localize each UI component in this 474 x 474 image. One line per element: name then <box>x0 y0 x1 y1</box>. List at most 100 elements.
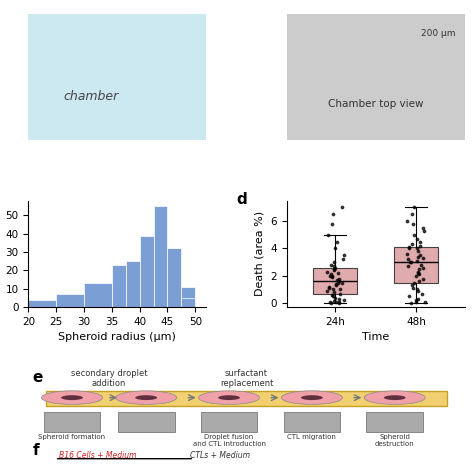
Point <box>330 263 337 270</box>
Point <box>330 288 337 296</box>
Point <box>407 258 415 266</box>
Text: d: d <box>237 192 247 207</box>
Point <box>417 261 425 269</box>
Point <box>328 272 336 280</box>
Point <box>328 273 336 281</box>
Point <box>419 290 426 297</box>
Point <box>414 295 422 303</box>
Point <box>334 269 341 277</box>
Point <box>331 245 339 252</box>
Point <box>323 287 330 295</box>
Text: f: f <box>33 443 39 458</box>
Text: surfactant
replacement: surfactant replacement <box>220 369 273 388</box>
Bar <box>126 261 140 307</box>
Text: chamber: chamber <box>63 90 118 102</box>
Point <box>419 224 427 232</box>
Text: e: e <box>33 370 43 384</box>
Point <box>325 283 333 291</box>
Bar <box>182 287 195 307</box>
Bar <box>28 300 56 307</box>
Circle shape <box>384 395 406 400</box>
Point <box>417 252 424 259</box>
FancyBboxPatch shape <box>283 412 340 431</box>
Point <box>335 299 343 307</box>
Point <box>416 271 423 278</box>
Circle shape <box>364 391 425 404</box>
Point <box>404 255 412 263</box>
Point <box>410 220 417 228</box>
Point <box>406 258 414 266</box>
Bar <box>56 294 84 307</box>
Point <box>412 299 419 306</box>
Point <box>330 266 337 274</box>
Bar <box>112 265 126 307</box>
Point <box>421 298 429 306</box>
Point <box>413 235 421 243</box>
Point <box>419 254 427 262</box>
Point <box>331 294 338 301</box>
Point <box>336 290 343 297</box>
Point <box>341 297 348 304</box>
X-axis label: Time: Time <box>362 332 389 343</box>
Text: 200 μm: 200 μm <box>421 29 456 38</box>
Point <box>329 210 337 218</box>
Point <box>410 204 418 211</box>
Point <box>332 282 339 289</box>
Point <box>332 298 340 306</box>
Point <box>405 243 413 251</box>
Circle shape <box>301 395 323 400</box>
Point <box>412 272 420 280</box>
Point <box>334 238 341 246</box>
Point <box>416 265 423 273</box>
Text: Spheroid
destruction: Spheroid destruction <box>375 434 415 447</box>
Point <box>407 299 415 307</box>
Point <box>326 299 334 306</box>
FancyBboxPatch shape <box>44 412 100 431</box>
PathPatch shape <box>394 247 438 283</box>
Point <box>409 240 416 248</box>
Point <box>327 271 335 278</box>
Circle shape <box>42 391 102 404</box>
Bar <box>84 283 112 307</box>
Point <box>414 287 422 295</box>
Point <box>336 277 343 285</box>
Point <box>325 284 333 292</box>
Point <box>416 238 423 246</box>
Circle shape <box>282 391 342 404</box>
Circle shape <box>135 395 157 400</box>
Text: secondary droplet
addition: secondary droplet addition <box>71 369 147 388</box>
Point <box>413 245 421 252</box>
Point <box>336 275 343 283</box>
Point <box>419 264 427 271</box>
Text: Spheroid formation: Spheroid formation <box>38 434 106 439</box>
Point <box>340 252 347 259</box>
Circle shape <box>61 395 83 400</box>
Point <box>324 231 331 238</box>
Point <box>330 258 337 266</box>
Point <box>413 286 420 293</box>
Point <box>328 291 336 299</box>
Point <box>406 245 413 252</box>
Point <box>339 255 346 263</box>
FancyBboxPatch shape <box>118 412 174 431</box>
Point <box>335 295 342 303</box>
Bar <box>154 206 167 307</box>
Point <box>410 231 418 238</box>
Bar <box>182 298 195 307</box>
PathPatch shape <box>313 267 357 293</box>
Circle shape <box>218 395 240 400</box>
Text: B16 Cells + Medium: B16 Cells + Medium <box>59 451 137 460</box>
Point <box>419 275 427 283</box>
Bar <box>140 236 154 307</box>
Bar <box>167 248 182 307</box>
Point <box>327 299 335 307</box>
Point <box>409 284 417 292</box>
Point <box>414 247 421 255</box>
Point <box>416 277 423 285</box>
Point <box>329 286 337 293</box>
Point <box>336 286 344 293</box>
Point <box>323 268 331 275</box>
Point <box>414 269 421 277</box>
Point <box>338 279 346 286</box>
Point <box>331 264 339 271</box>
